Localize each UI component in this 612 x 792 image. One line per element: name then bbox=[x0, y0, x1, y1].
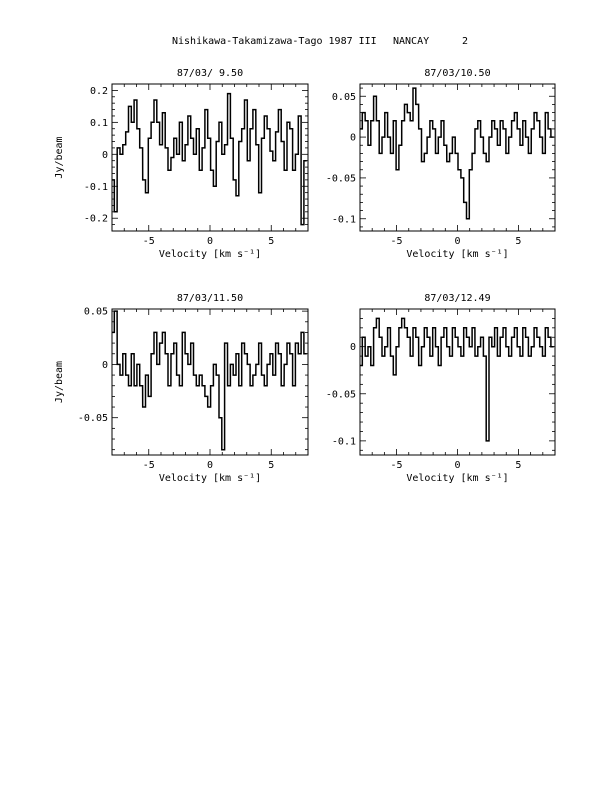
x-tick-label: -5 bbox=[143, 236, 155, 247]
y-tick-label: 0 bbox=[350, 133, 356, 144]
panel-title: 87/03/12.49 bbox=[424, 293, 490, 304]
panel-title: 87/03/11.50 bbox=[177, 293, 243, 304]
y-tick-label: 0 bbox=[102, 150, 108, 161]
y-tick-label: -0.1 bbox=[332, 436, 356, 447]
x-tick-label: -5 bbox=[391, 236, 403, 247]
x-tick-label: 0 bbox=[207, 460, 213, 471]
y-tick-label: 0.2 bbox=[90, 86, 108, 97]
x-tick-label: 5 bbox=[268, 236, 274, 247]
x-axis-label: Velocity [km s⁻¹] bbox=[406, 473, 508, 484]
chart-panel-2: -5 0 5 -0.1 -0.05 0 0.05 87/03/10.50 Velocity [k… bbox=[326, 68, 556, 260]
y-tick-label: 0 bbox=[350, 342, 356, 353]
y-tick-label: 0.05 bbox=[332, 92, 356, 103]
x-axis-label: Velocity [km s⁻¹] bbox=[159, 249, 261, 260]
x-tick-label: 5 bbox=[515, 236, 521, 247]
x-tick-label: 0 bbox=[454, 460, 460, 471]
page-number: 2 bbox=[462, 36, 469, 47]
y-tick-label: 0.05 bbox=[84, 307, 108, 318]
y-axis-label: Jy/beam bbox=[54, 361, 65, 403]
spectrum-line bbox=[360, 87, 554, 220]
station-name: NANCAY bbox=[393, 36, 430, 47]
spectrum-line bbox=[360, 317, 554, 442]
x-axis-label: Velocity [km s⁻¹] bbox=[159, 473, 261, 484]
y-tick-label: -0.1 bbox=[332, 214, 356, 225]
y-tick-label: -0.2 bbox=[84, 214, 108, 225]
page-title: Nishikawa-Takamizawa-Tago 1987 III bbox=[172, 36, 377, 47]
x-tick-label: -5 bbox=[143, 460, 155, 471]
spectrum-line bbox=[112, 310, 307, 451]
x-tick-label: 5 bbox=[515, 460, 521, 471]
y-tick-label: -0.05 bbox=[78, 413, 108, 424]
y-tick-label: 0.1 bbox=[90, 118, 108, 129]
y-tick-label: 0 bbox=[102, 360, 108, 371]
spectrum-line bbox=[112, 92, 307, 226]
x-tick-label: 0 bbox=[454, 236, 460, 247]
panel-title: 87/03/ 9.50 bbox=[177, 68, 243, 79]
plot-frame bbox=[111, 308, 309, 456]
chart-panel-1: -5 0 5 -0.2 -0.1 0 0.1 0.2 87/03/ 9.50 Velocity [… bbox=[54, 68, 309, 260]
y-tick-label: -0.1 bbox=[84, 182, 108, 193]
y-tick-label: -0.05 bbox=[326, 173, 356, 184]
x-tick-label: 5 bbox=[268, 460, 274, 471]
x-tick-label: -5 bbox=[391, 460, 403, 471]
x-axis-label: Velocity [km s⁻¹] bbox=[406, 249, 508, 260]
chart-panel-4: -5 0 5 -0.1 -0.05 0 87/03/12.49 Velocity [km s⁻… bbox=[326, 293, 556, 484]
y-axis-label: Jy/beam bbox=[54, 136, 65, 178]
panel-title: 87/03/10.50 bbox=[424, 68, 490, 79]
page-header: Nishikawa-Takamizawa-Tago 1987 III NANCA… bbox=[0, 36, 612, 50]
y-tick-label: -0.05 bbox=[326, 389, 356, 400]
x-tick-label: 0 bbox=[207, 236, 213, 247]
chart-panel-3: -5 0 5 -0.05 0 0.05 87/03/11.50 Velocity [km s⁻… bbox=[54, 293, 309, 484]
